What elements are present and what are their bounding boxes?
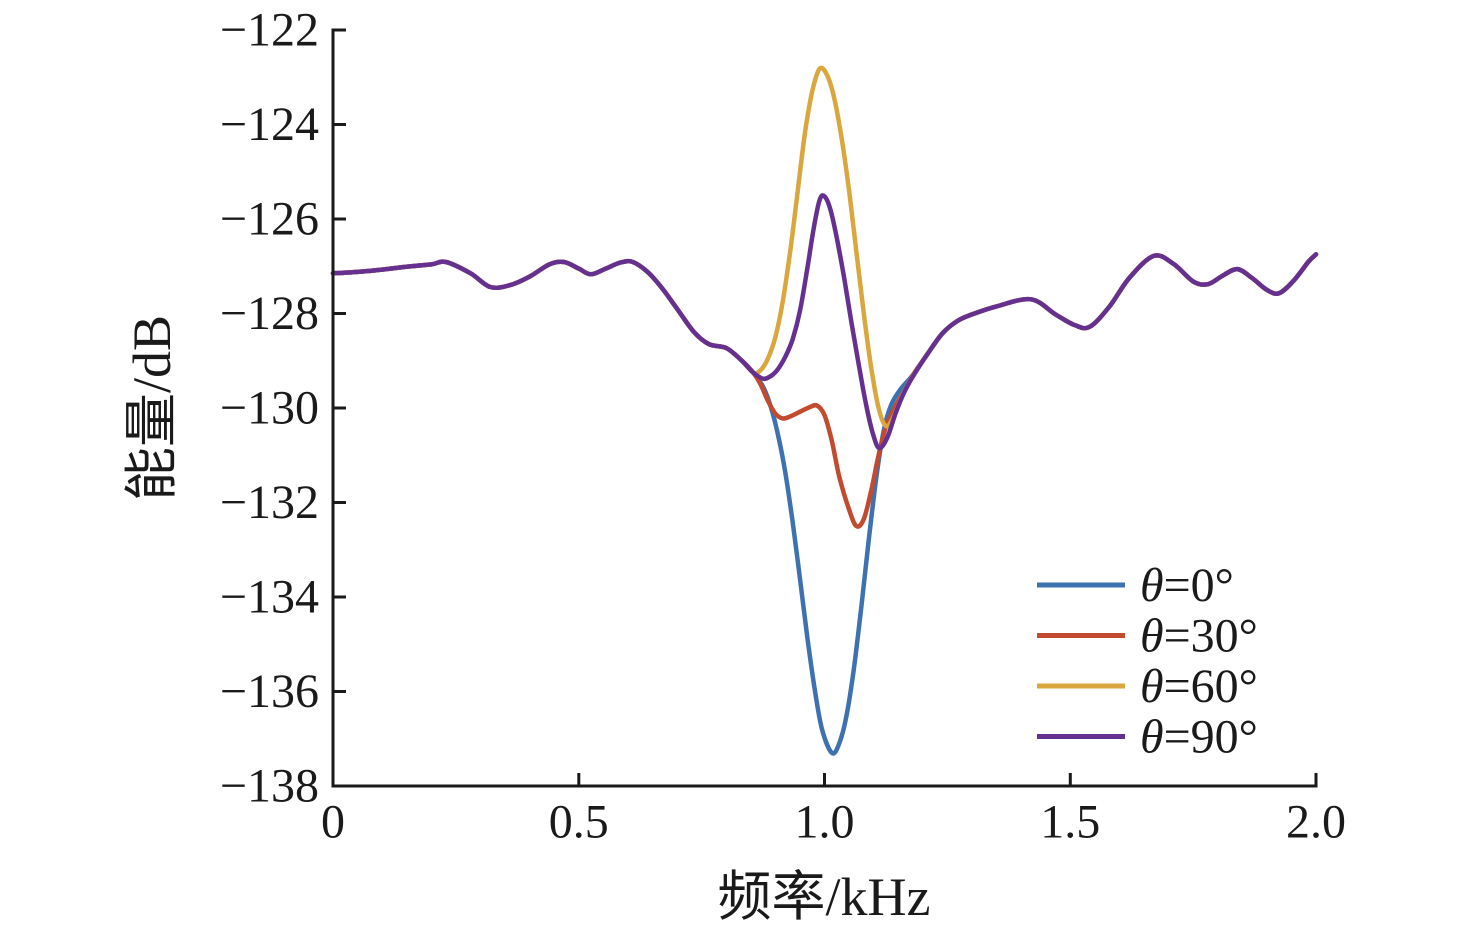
y-tick-label-−126: −126: [220, 193, 319, 246]
legend-label-θ=30°: θ=30°: [1140, 609, 1258, 662]
y-tick-label-−124: −124: [220, 98, 319, 151]
y-tick-label-−122: −122: [220, 4, 319, 57]
y-axis-label: 能量/dB: [122, 315, 182, 501]
y-tick-label-−138: −138: [220, 760, 319, 813]
y-tick-label-−136: −136: [220, 665, 319, 718]
y-tick-label-−128: −128: [220, 287, 319, 340]
y-tick-label-−134: −134: [220, 571, 319, 624]
y-tick-label-−132: −132: [220, 476, 319, 529]
series-line-1-θ=30°: [330, 252, 1319, 529]
legend-label-θ=90°: θ=90°: [1140, 710, 1258, 763]
legend-item-θ=60°: θ=60°: [1037, 660, 1258, 713]
x-tick-label-0.5: 0.5: [549, 796, 609, 849]
x-axis-label: 频率/kHz: [718, 867, 931, 927]
series-line-3-θ=90°: [330, 193, 1319, 451]
legend-item-θ=30°: θ=30°: [1037, 609, 1258, 662]
legend-label-θ=0°: θ=0°: [1140, 559, 1234, 612]
x-tick-label-1.5: 1.5: [1040, 796, 1100, 849]
y-tick-label-−130: −130: [220, 382, 319, 435]
legend-item-θ=0°: θ=0°: [1037, 559, 1234, 612]
x-tick-label-0: 0: [321, 796, 345, 849]
series-line-2-θ=60°: [330, 65, 1319, 429]
x-tick-label-1.0: 1.0: [795, 796, 855, 849]
plot-area: 0 0.5 1.0 1.5 2.0 −138 −136 −134 −132 −130 −128 −12…: [220, 4, 1346, 849]
legend: θ=0°θ=30°θ=60°θ=90°: [1037, 559, 1258, 763]
x-tick-label-2.0: 2.0: [1286, 796, 1346, 849]
legend-label-θ=60°: θ=60°: [1140, 660, 1258, 713]
legend-item-θ=90°: θ=90°: [1037, 710, 1258, 763]
